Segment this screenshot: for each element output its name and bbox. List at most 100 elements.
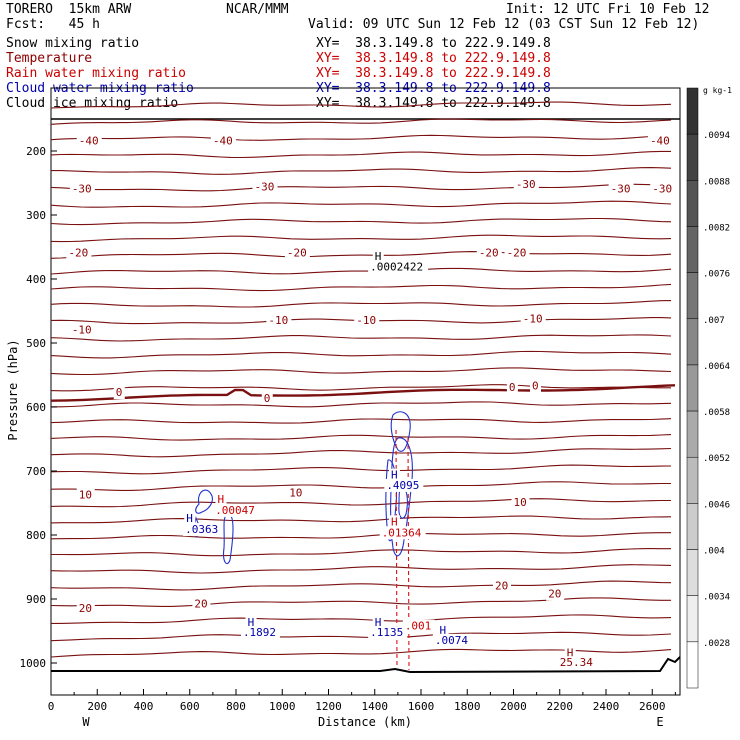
contour-label: 0 bbox=[532, 380, 539, 393]
label-backdrop bbox=[564, 646, 576, 660]
label-backdrop bbox=[546, 587, 565, 601]
isotherm-line bbox=[50, 217, 672, 226]
label-backdrop bbox=[520, 312, 546, 326]
contour-label: -40 bbox=[213, 135, 233, 148]
label-backdrop bbox=[388, 515, 400, 529]
colorbar-swatch bbox=[686, 641, 699, 689]
y-tick-label: 1000 bbox=[20, 657, 47, 670]
contour-label: -20 bbox=[68, 247, 88, 260]
x-tick-label: 1400 bbox=[362, 700, 389, 713]
x-tick-label: 2400 bbox=[593, 700, 620, 713]
label-backdrop bbox=[192, 597, 211, 611]
label-backdrop bbox=[388, 468, 400, 482]
isotherm-line bbox=[50, 564, 672, 574]
colorbar-swatch bbox=[686, 503, 699, 550]
contour-label: 10 bbox=[79, 489, 92, 502]
colorbar-label: .0028 bbox=[703, 639, 730, 649]
x-axis-label: Distance (km) bbox=[318, 715, 412, 729]
plot-frame bbox=[50, 87, 681, 696]
cloud-contour-west-2 bbox=[223, 513, 234, 565]
isotherm-line bbox=[50, 350, 672, 359]
source-label: NCAR/MMM bbox=[226, 2, 289, 17]
label-backdrop bbox=[113, 386, 125, 400]
isotherm-line bbox=[50, 334, 672, 342]
colorbar-label: .0094 bbox=[703, 131, 730, 141]
label-backdrop bbox=[511, 496, 530, 510]
colorbar-label: .0088 bbox=[703, 177, 730, 187]
field-temperature: Temperature bbox=[6, 51, 93, 66]
colorbar-label: .004 bbox=[703, 547, 725, 557]
contour-label: 20 bbox=[495, 579, 508, 592]
label-backdrop bbox=[506, 381, 518, 394]
colorbar-swatch bbox=[686, 549, 699, 596]
cloud-contour-central-1 bbox=[390, 411, 411, 452]
contour-label: -40 bbox=[650, 135, 670, 148]
label-backdrop bbox=[372, 249, 384, 263]
model-title: TORERO 15km ARW bbox=[6, 2, 132, 17]
colorbar-swatch bbox=[686, 595, 699, 643]
field-temperature-xy: XY= 38.3.149.8 to 222.9.149.8 bbox=[316, 51, 551, 66]
label-backdrop bbox=[608, 182, 634, 196]
colorbar-swatch bbox=[686, 364, 699, 412]
freezing-isotherm bbox=[50, 384, 676, 402]
y-tick-label: 400 bbox=[26, 273, 46, 286]
label-backdrop bbox=[530, 379, 541, 393]
colorbar-swatch bbox=[686, 272, 699, 320]
label-backdrop bbox=[379, 526, 426, 540]
label-backdrop bbox=[493, 579, 511, 593]
contour-label: H bbox=[391, 515, 398, 528]
isotherm-line bbox=[50, 464, 672, 475]
label-backdrop bbox=[368, 260, 429, 274]
y-tick-label: 600 bbox=[26, 401, 46, 414]
label-backdrop bbox=[372, 615, 384, 629]
field-snow-xy: XY= 38.3.149.8 to 222.9.149.8 bbox=[316, 36, 551, 51]
x-tick-label: 800 bbox=[226, 700, 246, 713]
isotherm-line bbox=[50, 200, 672, 208]
colorbar-swatch bbox=[686, 318, 699, 366]
contour-label: .1135 bbox=[370, 626, 403, 639]
label-backdrop bbox=[261, 391, 273, 405]
contour-label: .00047 bbox=[215, 504, 255, 517]
isotherm-line bbox=[50, 234, 672, 243]
isotherm-line bbox=[50, 447, 672, 458]
colorbar-swatch bbox=[686, 180, 699, 227]
contour-label: -40 bbox=[79, 135, 99, 148]
isotherm-line bbox=[50, 418, 672, 424]
contour-label: H bbox=[567, 647, 574, 660]
cloud-contour-west bbox=[195, 489, 213, 514]
colorbar-label: .0058 bbox=[703, 408, 730, 418]
label-backdrop bbox=[368, 626, 408, 640]
colorbar-label: .0064 bbox=[703, 362, 730, 372]
label-backdrop bbox=[66, 246, 92, 260]
isotherm-line bbox=[50, 367, 672, 376]
isotherm-line bbox=[50, 532, 671, 540]
contour-label: .0363 bbox=[185, 523, 218, 536]
contour-label: 0 bbox=[509, 381, 516, 394]
isotherm-line bbox=[50, 631, 672, 642]
cloud-water-contours bbox=[193, 411, 413, 565]
isotherm-line bbox=[50, 101, 672, 109]
contour-label: 20 bbox=[79, 602, 92, 615]
label-backdrop bbox=[650, 182, 676, 196]
label-backdrop bbox=[76, 601, 95, 615]
label-backdrop bbox=[69, 182, 95, 196]
isotherm-line bbox=[50, 515, 672, 524]
isotherm-line bbox=[50, 134, 672, 141]
contour-label: 20 bbox=[194, 597, 207, 610]
isotherm-line bbox=[50, 183, 672, 192]
colorbar-swatch bbox=[686, 410, 699, 458]
isotherm-line bbox=[50, 300, 672, 308]
terrain-surface bbox=[51, 656, 681, 674]
contour-label: -10 bbox=[523, 313, 543, 326]
colorbar-label: .0076 bbox=[703, 270, 730, 280]
contour-label: -30 bbox=[611, 183, 631, 196]
isotherm-line bbox=[50, 150, 671, 159]
contour-label: -20 bbox=[287, 247, 307, 260]
x-tick-label: 200 bbox=[87, 700, 107, 713]
colorbar-swatch bbox=[686, 226, 699, 273]
contour-label: H bbox=[186, 512, 193, 525]
label-backdrop bbox=[210, 134, 236, 148]
x-tick-label: 0 bbox=[48, 700, 55, 713]
label-backdrop bbox=[437, 624, 449, 638]
